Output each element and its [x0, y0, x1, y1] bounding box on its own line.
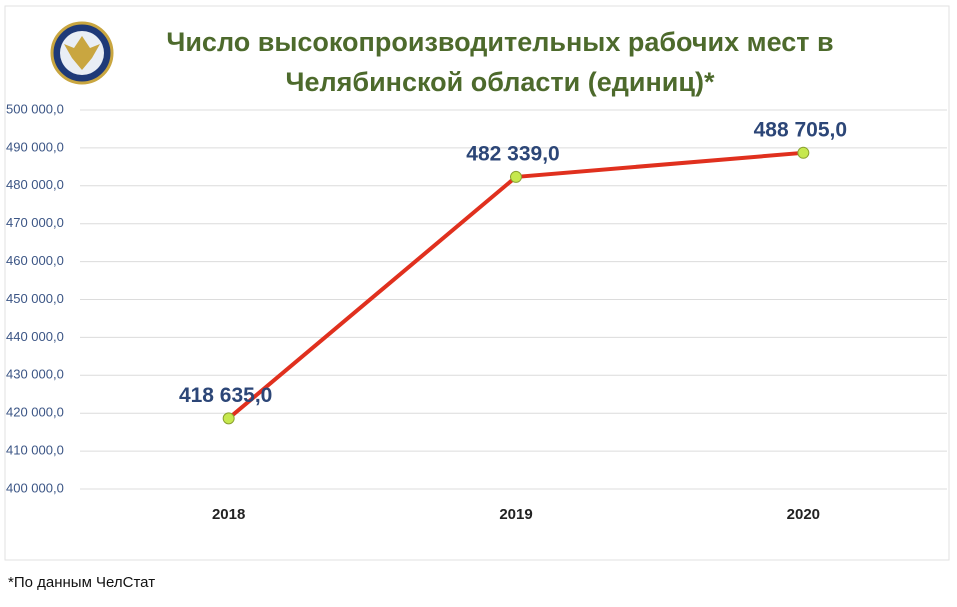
- footnote: *По данным ЧелСтат: [8, 574, 156, 591]
- x-tick-label: 2019: [499, 506, 532, 523]
- y-tick-label: 420 000,0: [6, 405, 64, 420]
- chart-frame: [4, 5, 950, 561]
- y-tick-label: 410 000,0: [6, 443, 64, 458]
- y-tick-label: 460 000,0: [6, 253, 64, 268]
- y-tick-label: 490 000,0: [6, 139, 64, 154]
- data-label: 418 635,0: [179, 384, 272, 407]
- marker: [510, 170, 522, 183]
- chart-title: Число высокопроизводительных рабочих мес…: [166, 27, 834, 97]
- data-label: 482 339,0: [466, 142, 559, 165]
- marker: [222, 412, 235, 425]
- y-tick-label: 480 000,0: [6, 177, 64, 192]
- y-tick-label: 470 000,0: [6, 215, 64, 230]
- marker: [797, 146, 810, 159]
- y-tick-label: 440 000,0: [6, 329, 64, 344]
- y-tick-label: 450 000,0: [6, 291, 64, 306]
- logo: [50, 21, 114, 85]
- x-tick-label: 2018: [212, 506, 245, 523]
- y-tick-label: 430 000,0: [6, 367, 64, 382]
- x-tick-label: 2020: [787, 506, 820, 523]
- y-tick-label: 500 000,0: [6, 101, 64, 116]
- data-label: 488 705,0: [754, 118, 847, 141]
- y-tick-label: 400 000,0: [6, 480, 64, 495]
